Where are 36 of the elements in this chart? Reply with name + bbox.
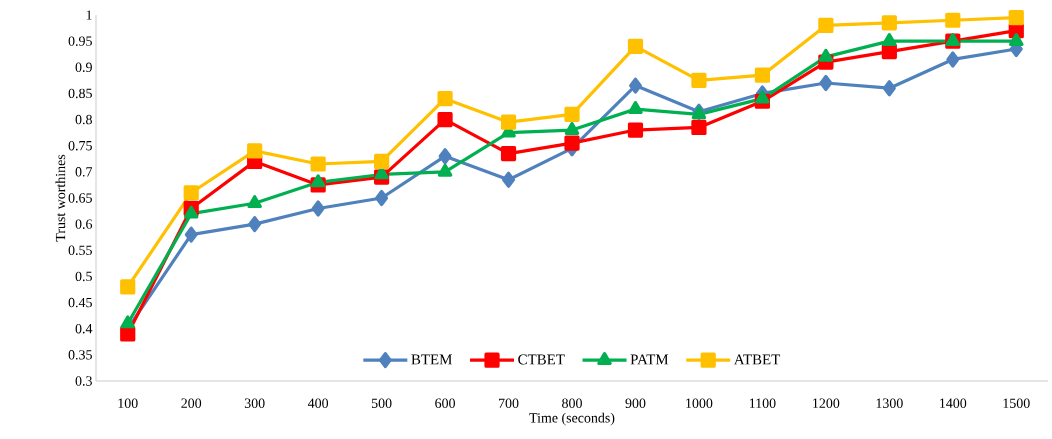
- y-tick-label: 0.55: [68, 245, 92, 256]
- x-tick-label: 1500: [1003, 398, 1030, 408]
- y-tick-label: 0.9: [75, 62, 92, 73]
- x-axis-title: Time (seconds): [529, 412, 615, 426]
- y-tick-label: 0.65: [68, 193, 92, 203]
- y-tick-label: 0.5: [75, 271, 92, 282]
- x-tick-label: 700: [499, 398, 519, 408]
- legend-label: ATBET: [733, 354, 781, 365]
- y-tick-label: 0.85: [68, 88, 92, 99]
- legend-label: PATM: [630, 354, 669, 365]
- y-tick-label: 0.35: [68, 350, 92, 360]
- x-tick-label: 800: [562, 398, 582, 408]
- x-tick-label: 1100: [749, 398, 776, 408]
- y-tick-label: 0.3: [75, 376, 92, 386]
- y-tick-label: 0.4: [75, 323, 93, 334]
- y-tick-label: 1: [86, 10, 92, 20]
- x-tick-label: 100: [118, 398, 138, 408]
- y-tick-label: 0.95: [68, 36, 92, 46]
- y-axis-title: Trust worthines: [55, 154, 66, 242]
- x-tick-label: 200: [181, 398, 202, 408]
- x-tick-label: 300: [244, 398, 265, 408]
- x-tick-label: 900: [625, 398, 646, 408]
- x-tick-label: 1200: [813, 398, 840, 408]
- x-tick-label: 500: [371, 398, 392, 408]
- x-tick-label: 1000: [686, 398, 713, 408]
- x-tick-label: 600: [435, 398, 455, 408]
- y-tick-label: 0.7: [75, 167, 93, 177]
- y-tick-label: 0.45: [68, 297, 92, 308]
- x-tick-label: 1300: [876, 398, 903, 408]
- y-tick-label: 0.75: [68, 140, 92, 151]
- legend-label: CTBET: [518, 354, 565, 365]
- y-tick-label: 0.8: [75, 114, 92, 125]
- y-tick-label: 0.6: [75, 219, 93, 229]
- legend-label: BTEM: [411, 354, 452, 365]
- x-tick-label: 1400: [940, 398, 967, 408]
- x-tick-label: 400: [307, 398, 329, 408]
